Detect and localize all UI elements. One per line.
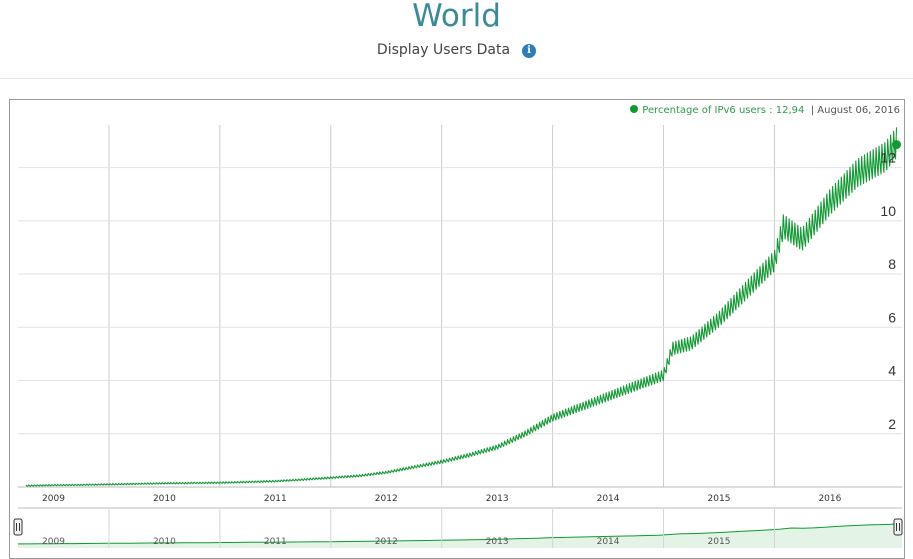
header-divider	[0, 78, 913, 79]
navigator-area	[18, 523, 902, 548]
x-tick-label: 2014	[597, 494, 620, 504]
navigator-left-handle[interactable]	[13, 518, 23, 536]
navigator-label: 2010	[153, 537, 176, 547]
y-tick-label: 2	[888, 416, 896, 432]
series-line	[25, 127, 898, 487]
legend-value: 12,94	[775, 105, 805, 116]
x-tick-label: 2016	[818, 494, 841, 504]
legend-separator: |	[810, 105, 815, 116]
x-tick-label: 2012	[375, 494, 398, 504]
navigator-label: 2012	[375, 537, 398, 547]
legend-date: August 06, 2016	[817, 105, 900, 116]
navigator-label: 2009	[42, 537, 65, 547]
subtitle: Display Users Data	[376, 42, 511, 58]
info-icon[interactable]: i	[522, 44, 537, 58]
x-tick-label: 2010	[153, 494, 176, 504]
navigator-right-handle[interactable]	[893, 518, 903, 536]
chart-legend[interactable]: Percentage of IPv6 users : 12,94 | Augus…	[630, 105, 900, 116]
navigator-label: 2014	[597, 537, 620, 547]
navigator-label: 2011	[264, 537, 287, 547]
y-tick-label: 6	[888, 309, 896, 325]
legend-marker	[630, 105, 639, 113]
y-tick-label: 8	[888, 256, 896, 272]
navigator-label: 2013	[486, 537, 509, 547]
y-tick-label: 12	[880, 150, 896, 166]
y-tick-label: 4	[888, 363, 896, 379]
subtitle-row: Display Users Data i	[0, 42, 913, 58]
x-tick-label: 2013	[486, 494, 509, 504]
last-point-marker	[891, 140, 901, 150]
navigator-line	[18, 523, 903, 545]
navigator-label: 2015	[708, 537, 731, 547]
page-title: World	[412, 0, 501, 34]
x-tick-label: 2009	[42, 494, 65, 504]
y-tick-label: 10	[880, 203, 896, 219]
x-tick-label: 2011	[264, 494, 287, 504]
legend-label: Percentage of IPv6 users	[642, 105, 766, 116]
x-tick-label: 2015	[708, 494, 731, 504]
